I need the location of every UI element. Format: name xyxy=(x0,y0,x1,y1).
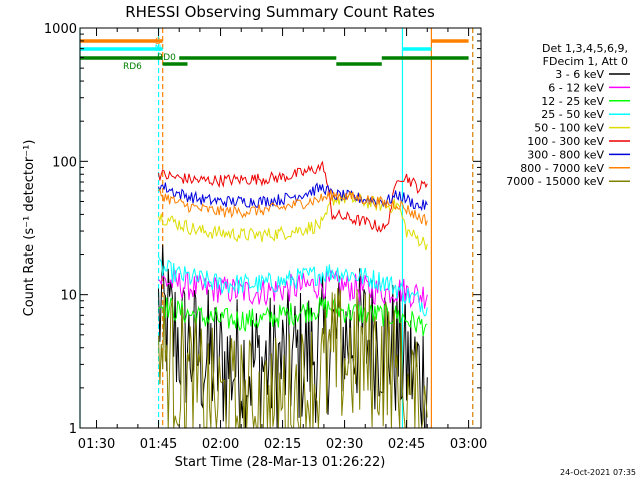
state-bar-label-rd0: RD0 xyxy=(157,53,176,63)
legend-label-4: 25 - 50 keV xyxy=(541,108,604,121)
legend-label-3: 12 - 25 keV xyxy=(541,95,604,108)
y-tick-label-4: 1000 xyxy=(44,22,77,37)
chart-title: RHESSI Observing Summary Count Rates xyxy=(125,3,435,21)
x-tick-label-3: 02:00 xyxy=(202,437,239,452)
legend-label-2: 6 - 12 keV xyxy=(548,81,604,94)
y-tick-label-3: 100 xyxy=(52,155,77,170)
x-tick-label-6: 02:45 xyxy=(388,437,425,452)
state-bar-label-s: S xyxy=(155,37,161,47)
state-bar-label-rd6: RD6 xyxy=(123,62,142,72)
x-tick-label-7: 03:00 xyxy=(450,437,487,452)
series-line-8 xyxy=(158,188,428,226)
legend-header-1: Det 1,3,4,5,6,9, xyxy=(542,42,628,55)
x-tick-label-4: 02:15 xyxy=(264,437,301,452)
x-tick-label-2: 01:45 xyxy=(140,437,177,452)
y-tick-label-2: 10 xyxy=(60,289,77,304)
legend: Det 1,3,4,5,6,9,FDecim 1, Att 03 - 6 keV… xyxy=(506,42,630,188)
timestamp: 24-Oct-2021 07:35 xyxy=(560,468,636,477)
legend-label-1: 3 - 6 keV xyxy=(555,68,604,81)
series-line-3 xyxy=(158,296,428,337)
series-line-6 xyxy=(158,160,428,233)
legend-label-5: 50 - 100 keV xyxy=(534,122,604,135)
legend-label-8: 800 - 7000 keV xyxy=(520,162,604,175)
legend-label-9: 7000 - 15000 keV xyxy=(506,175,604,188)
legend-label-7: 300 - 800 keV xyxy=(527,148,604,161)
series-line-4 xyxy=(158,256,428,317)
x-tick-label-5: 02:30 xyxy=(326,437,363,452)
plot-frame xyxy=(79,27,482,429)
y-tick-label-1: 1 xyxy=(69,422,77,437)
x-tick-label-1: 01:30 xyxy=(78,437,115,452)
y-axis-label: Count Rate (s⁻¹ detector⁻¹) xyxy=(22,140,37,317)
state-bar-label-n: N xyxy=(155,44,162,54)
legend-label-6: 100 - 300 keV xyxy=(527,135,604,148)
axes: 1 10 100 1000 01:30 01:45 02:00 02:15 02:30 02:45… xyxy=(44,22,487,452)
legend-header-2: FDecim 1, Att 0 xyxy=(543,55,628,68)
x-axis-label: Start Time (28-Mar-13 01:26:22) xyxy=(175,455,386,470)
